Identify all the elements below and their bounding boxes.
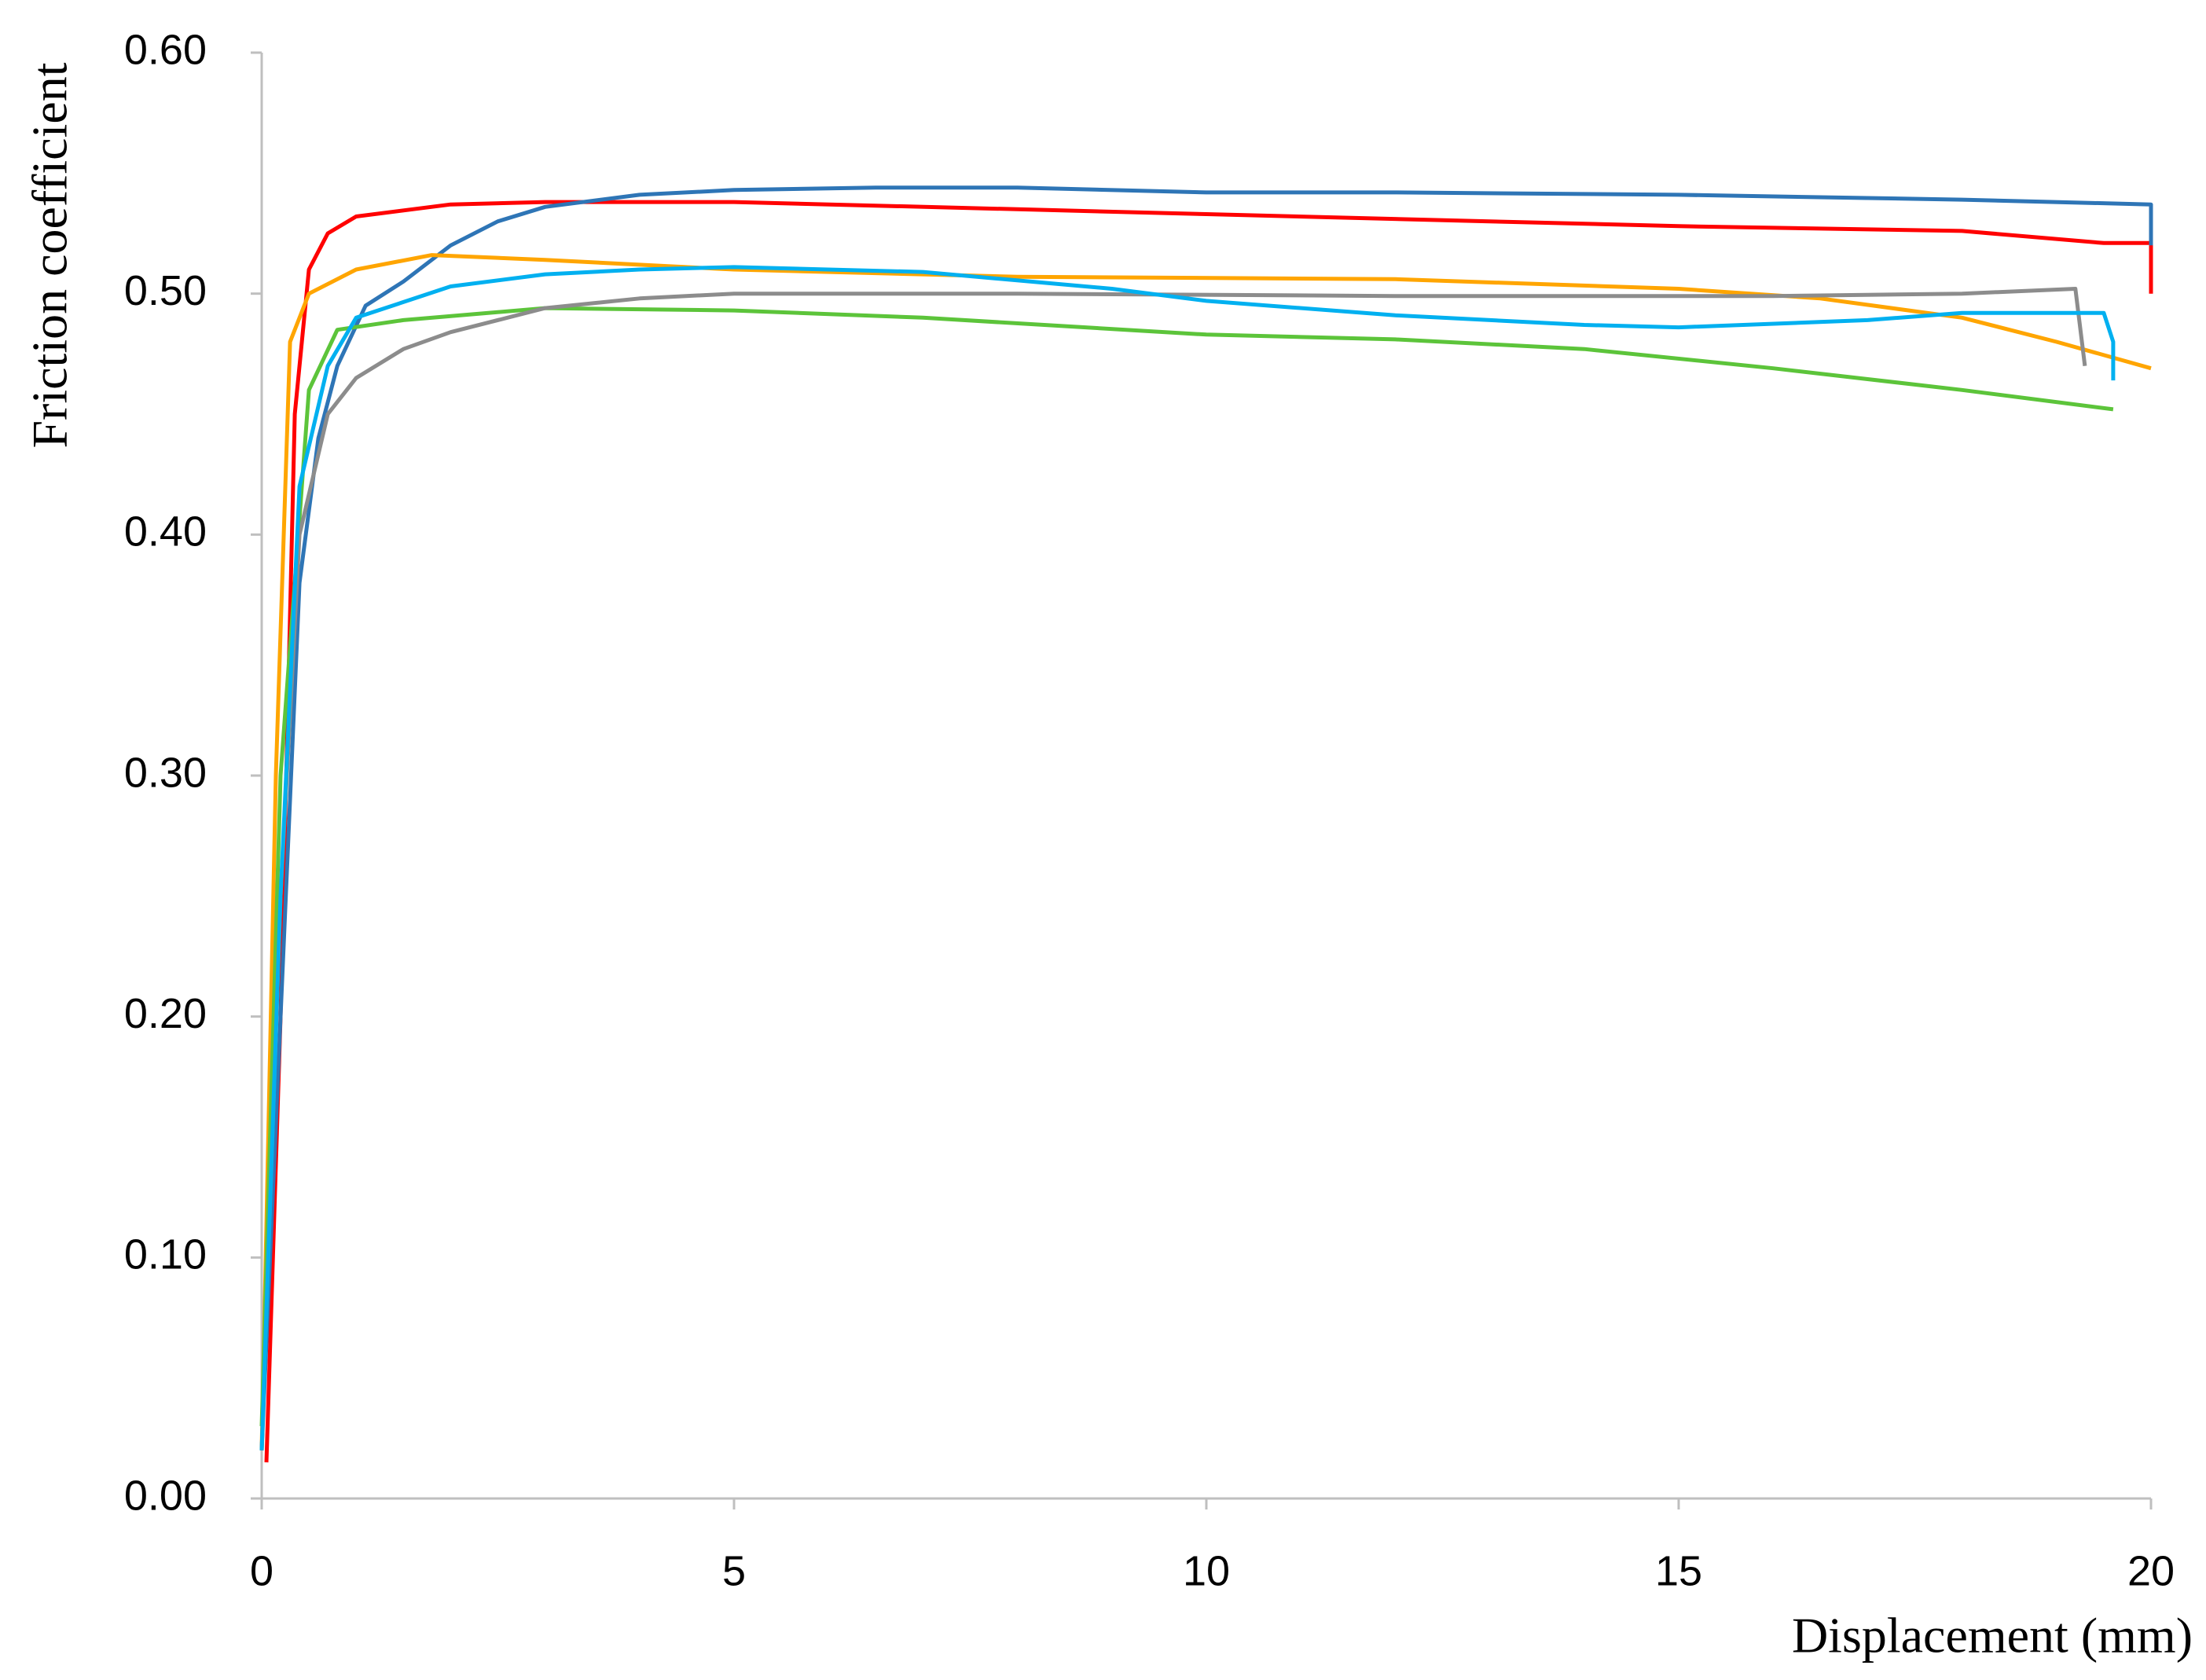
x-tick-label: 5 — [722, 1547, 746, 1594]
x-tick-label: 20 — [2127, 1547, 2175, 1594]
y-tick-label: 0.20 — [124, 990, 207, 1037]
y-tick-label: 0.60 — [124, 26, 207, 73]
y-tick-label: 0.10 — [124, 1231, 207, 1278]
x-axis-title: Displacement (mm) — [1792, 1608, 2193, 1663]
y-tick-label: 0.00 — [124, 1472, 207, 1519]
series-line — [259, 253, 2152, 1451]
x-tick-label: 10 — [1183, 1547, 1230, 1594]
series-line — [259, 306, 2114, 1427]
y-tick-label: 0.40 — [124, 508, 207, 556]
y-tick-label: 0.50 — [124, 267, 207, 314]
x-tick-label: 0 — [250, 1547, 273, 1594]
series-line — [259, 265, 2116, 1451]
series-line — [259, 287, 2087, 1451]
series-line — [259, 185, 2153, 1451]
y-axis-title: Friction coefficient — [22, 62, 78, 448]
x-tick-label: 15 — [1655, 1547, 1702, 1594]
y-tick-label: 0.30 — [124, 749, 207, 796]
series-line — [264, 200, 2153, 1463]
